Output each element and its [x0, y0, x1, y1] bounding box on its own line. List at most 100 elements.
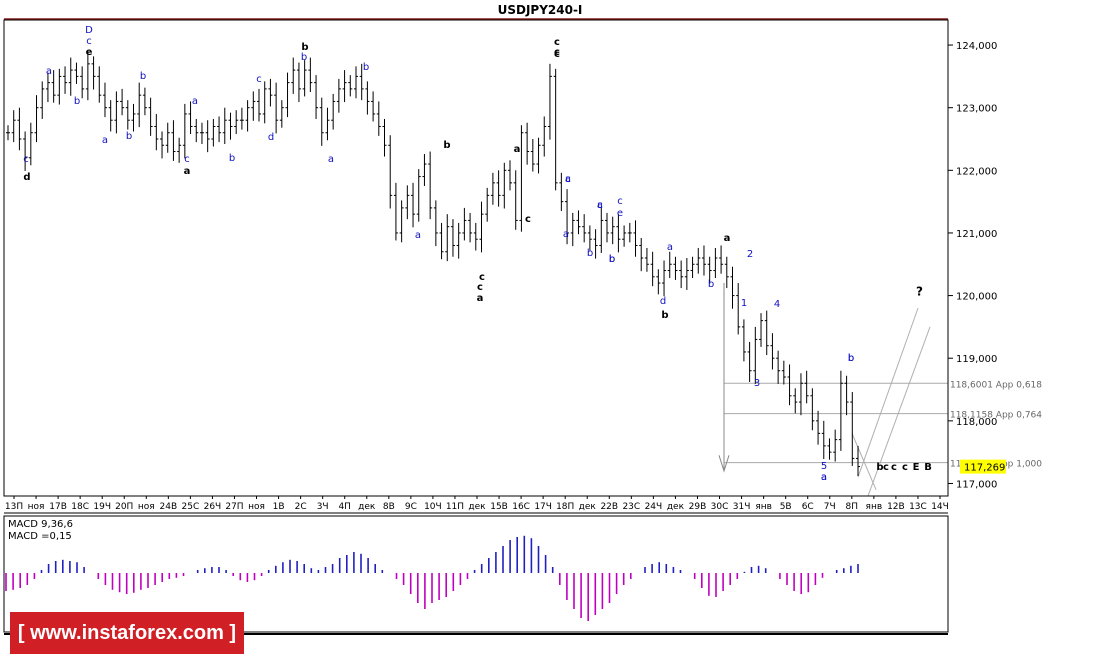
y-tick-label: 120,000 [956, 292, 997, 303]
wave-label-blue: b [126, 131, 132, 142]
x-tick-label: 19Ч [93, 502, 111, 512]
watermark-instaforex: [ www.instaforex.com ] [10, 612, 244, 654]
wave-label-black: c [891, 462, 897, 473]
price-pane-frame [3, 19, 949, 497]
wave-label-blue: a [102, 135, 108, 146]
x-tick-label: 26Ч [204, 502, 222, 512]
y-tick-label: 121,000 [956, 229, 997, 240]
wave-label-black: B [924, 462, 932, 473]
wave-label-black: c [479, 272, 485, 283]
wave-label-black: c [477, 282, 483, 293]
wave-label-blue: b [587, 248, 593, 259]
wave-label-black: d [23, 172, 30, 183]
x-tick-label: 22В [600, 502, 618, 512]
wave-label-blue: a [821, 472, 827, 483]
wave-label-blue: b [74, 96, 80, 107]
wave-label-blue: b [848, 353, 854, 364]
wave-label-blue: a [667, 242, 673, 253]
wave-label-black: E [913, 462, 920, 473]
x-tick-label: 5В [780, 502, 792, 512]
x-tick-label: 8П [846, 502, 859, 512]
wave-label-black: b [661, 310, 668, 321]
y-tick-label: 122,000 [956, 166, 997, 177]
wave-label-blue: e [617, 208, 623, 219]
x-tick-label: 1В [273, 502, 285, 512]
wave-label-blue: d [268, 132, 274, 143]
x-tick-label: янв [755, 502, 772, 512]
fib-level-label: 118,6001 App 0,618 [950, 380, 1042, 390]
x-tick-label: 17Ч [534, 502, 552, 512]
wave-label-blue: b [848, 353, 854, 364]
current-price-label: 117,269 [964, 463, 1005, 474]
x-tick-label: дек [468, 502, 486, 512]
x-tick-label: 12В [887, 502, 905, 512]
y-tick-label: 124,000 [956, 41, 997, 52]
wave-label-blue: a [597, 200, 603, 211]
wave-label-blue: c [256, 74, 262, 85]
x-tick-label: 10Ч [424, 502, 442, 512]
x-tick-label: 2С [295, 502, 307, 512]
fib-level-label: 118,1158 App 0,764 [950, 411, 1042, 421]
wave-label-blue: a [565, 174, 571, 185]
wave-label-blue: b [708, 279, 714, 290]
channel-line-short [851, 433, 877, 490]
retracement-arrowhead [718, 455, 730, 473]
channel-line-lower [867, 326, 931, 497]
wave-label-blue: 5 [821, 461, 827, 472]
macd-label: MACD 9,36,6 [8, 519, 73, 530]
wave-label-blue: 2 [747, 249, 753, 260]
x-tick-label: 9С [405, 502, 417, 512]
x-tick-label: 4П [338, 502, 351, 512]
x-tick-label: 11П [446, 502, 464, 512]
wave-label-blue: c [597, 200, 603, 211]
x-tick-label: 17В [49, 502, 67, 512]
wave-label-black: a [724, 233, 731, 244]
x-tick-label: 14Ч [931, 502, 949, 512]
wave-label-blue: D [85, 25, 93, 36]
wave-label-blue: 4 [774, 299, 780, 310]
x-tick-label: 7Ч [824, 502, 836, 512]
wave-label-blue: b [363, 62, 369, 73]
x-tick-label: 18П [556, 502, 574, 512]
x-tick-label: 13С [909, 502, 927, 512]
wave-label-black: c [883, 462, 889, 473]
wave-label-blue: b [301, 52, 307, 63]
x-tick-label: 24Ч [645, 502, 663, 512]
macd-value: MACD =0,15 [8, 531, 72, 542]
wave-label-blue: a [46, 66, 52, 77]
wave-label-black: e [86, 47, 93, 58]
wave-label-blue: c [184, 154, 190, 165]
y-tick-label: 119,000 [956, 354, 997, 365]
chart-title: USDJPY240-I [498, 3, 583, 17]
wave-label-blue: d [660, 296, 666, 307]
x-tick-label: 29В [689, 502, 707, 512]
x-tick-label: ноя [28, 502, 45, 512]
wave-label-black: c [554, 49, 560, 60]
wave-label-black: c [525, 214, 531, 225]
wave-label-blue: 3 [754, 378, 760, 389]
y-tick-label: 123,000 [956, 104, 997, 115]
channel-line-upper [857, 307, 919, 478]
x-tick-label: 30С [711, 502, 729, 512]
wave-label-blue: c [23, 154, 29, 165]
x-tick-label: 8В [383, 502, 395, 512]
wave-label-black: c [554, 47, 560, 58]
x-tick-label: дек [358, 502, 376, 512]
x-tick-label: 20П [115, 502, 133, 512]
wave-label-blue: a [563, 229, 569, 240]
x-tick-label: 3Ч [317, 502, 329, 512]
x-tick-label: ноя [138, 502, 155, 512]
x-tick-label: дек [667, 502, 685, 512]
x-tick-label: дек [579, 502, 597, 512]
x-tick-label: ноя [248, 502, 265, 512]
wave-label-blue: c [86, 36, 92, 47]
wave-label-black: c [554, 37, 560, 48]
x-tick-label: янв [866, 502, 883, 512]
wave-label-black: b [301, 42, 308, 53]
wave-label-blue: a [328, 154, 334, 165]
x-tick-label: 23С [622, 502, 640, 512]
wave-label-blue: c [617, 196, 623, 207]
wave-label-black: c [902, 462, 908, 473]
y-tick-label: 117,000 [956, 479, 997, 490]
